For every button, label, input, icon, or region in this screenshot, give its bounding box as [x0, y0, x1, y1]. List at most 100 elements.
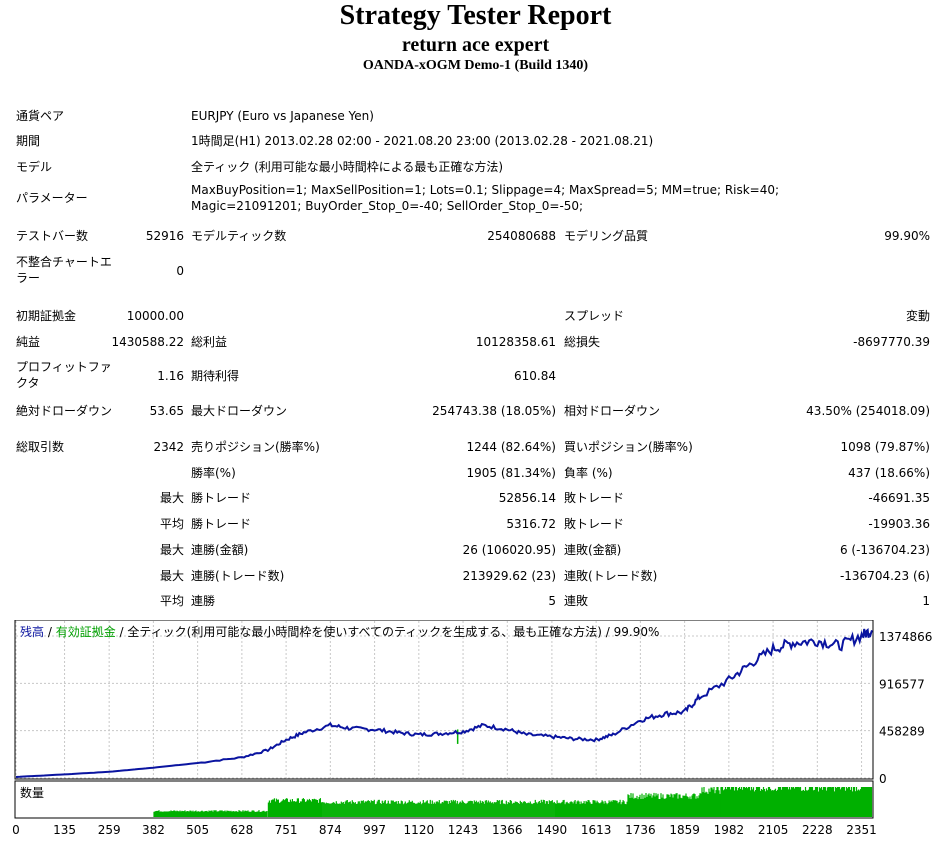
legend-sep: /: [44, 625, 56, 639]
volume-bar: [651, 797, 653, 817]
volume-bar: [157, 810, 159, 817]
volume-bar: [545, 801, 547, 817]
volume-bar: [640, 799, 642, 817]
volume-bar: [302, 798, 304, 817]
volume-bar: [443, 800, 445, 817]
volume-bar: [584, 803, 586, 817]
volume-bar: [827, 787, 830, 817]
volume-bar: [232, 811, 234, 817]
volume-bar: [870, 787, 873, 817]
volume-bar: [558, 802, 560, 817]
volume-bar: [539, 803, 541, 817]
volume-bar: [666, 794, 668, 817]
volume-bar: [593, 800, 595, 817]
x-tick-label: 382: [142, 823, 165, 837]
volume-bar: [285, 798, 287, 817]
volume-bar: [154, 811, 156, 817]
volume-bar: [499, 804, 501, 817]
volume-bar: [461, 800, 463, 817]
volume-bar: [273, 798, 275, 817]
volume-bar: [547, 804, 549, 817]
volume-bar: [844, 790, 847, 817]
volume-bar: [643, 794, 645, 817]
volume-bar: [663, 798, 665, 817]
ticks-value: 254080688: [487, 229, 556, 243]
volume-bar: [394, 801, 396, 817]
volume-bar: [184, 810, 186, 817]
volume-bar: [714, 793, 716, 817]
volume-bar: [787, 789, 790, 817]
volume-bar: [269, 802, 271, 817]
volume-bar: [845, 787, 848, 817]
volume-bar: [283, 800, 285, 817]
volume-bar: [303, 799, 305, 817]
volume-bar: [831, 787, 834, 817]
volume-bar: [324, 803, 326, 817]
volume-bar: [588, 800, 590, 817]
volume-bar: [231, 811, 233, 817]
volume-bar: [815, 787, 818, 817]
volume-bar: [779, 787, 782, 817]
volume-bar: [749, 790, 752, 817]
volume-bar: [653, 792, 655, 817]
period-label: 期間: [16, 134, 41, 148]
volume-bar: [249, 811, 251, 817]
volume-bar: [328, 803, 330, 817]
volume-bar: [667, 794, 669, 817]
volume-bar: [820, 787, 823, 817]
volume-bar: [435, 801, 437, 817]
volume-bar: [434, 803, 436, 817]
volume-bar: [688, 798, 690, 817]
volume-bar: [812, 790, 815, 817]
volume-bar: [248, 811, 250, 817]
volume-bar: [686, 796, 688, 817]
volume-bar: [693, 793, 695, 817]
volume-bar: [399, 803, 401, 817]
volume-bar: [433, 802, 435, 817]
volume-bar: [305, 801, 307, 817]
volume-bar: [756, 787, 759, 817]
volume-bar: [425, 801, 427, 817]
volume-bar: [240, 811, 242, 817]
volume-bar: [460, 802, 462, 817]
volume-label: 数量: [20, 785, 44, 800]
volume-bar: [716, 787, 718, 817]
volume-bar: [544, 803, 546, 817]
volume-bar: [843, 787, 846, 817]
volume-bar: [563, 799, 565, 817]
volume-bar: [174, 810, 176, 817]
volume-bar: [496, 800, 498, 817]
volume-bar: [504, 804, 506, 817]
volume-bar: [565, 802, 567, 817]
volume-bar: [473, 800, 475, 817]
volume-bar: [703, 787, 705, 817]
volume-bar: [603, 803, 605, 817]
volume-bar: [417, 802, 419, 817]
cons-loss-money-value: 6 (-136704.23): [839, 543, 930, 557]
volume-bar: [468, 801, 470, 817]
volume-bar: [772, 790, 775, 817]
volume-bar: [494, 802, 496, 817]
volume-bar: [372, 801, 374, 817]
volume-bar: [236, 811, 238, 817]
volume-bar: [310, 801, 312, 817]
volume-bar: [555, 803, 557, 817]
volume-bar: [205, 811, 207, 817]
volume-bar: [659, 799, 661, 817]
x-tick-label: 628: [230, 823, 253, 837]
volume-bar: [388, 803, 390, 817]
x-tick-label: 1490: [537, 823, 568, 837]
volume-bar: [608, 800, 610, 817]
volume-bar: [819, 788, 822, 817]
volume-bar: [733, 790, 736, 817]
volume-bar: [392, 800, 394, 817]
volume-bar: [181, 810, 183, 817]
volume-bar: [481, 801, 483, 817]
volume-bar: [267, 802, 269, 817]
volume-bar: [168, 811, 170, 817]
volume-bar: [219, 810, 221, 817]
volume-bar: [632, 793, 634, 817]
volume-bar: [483, 803, 485, 817]
volume-bar: [382, 803, 384, 817]
volume-bar: [257, 811, 259, 817]
